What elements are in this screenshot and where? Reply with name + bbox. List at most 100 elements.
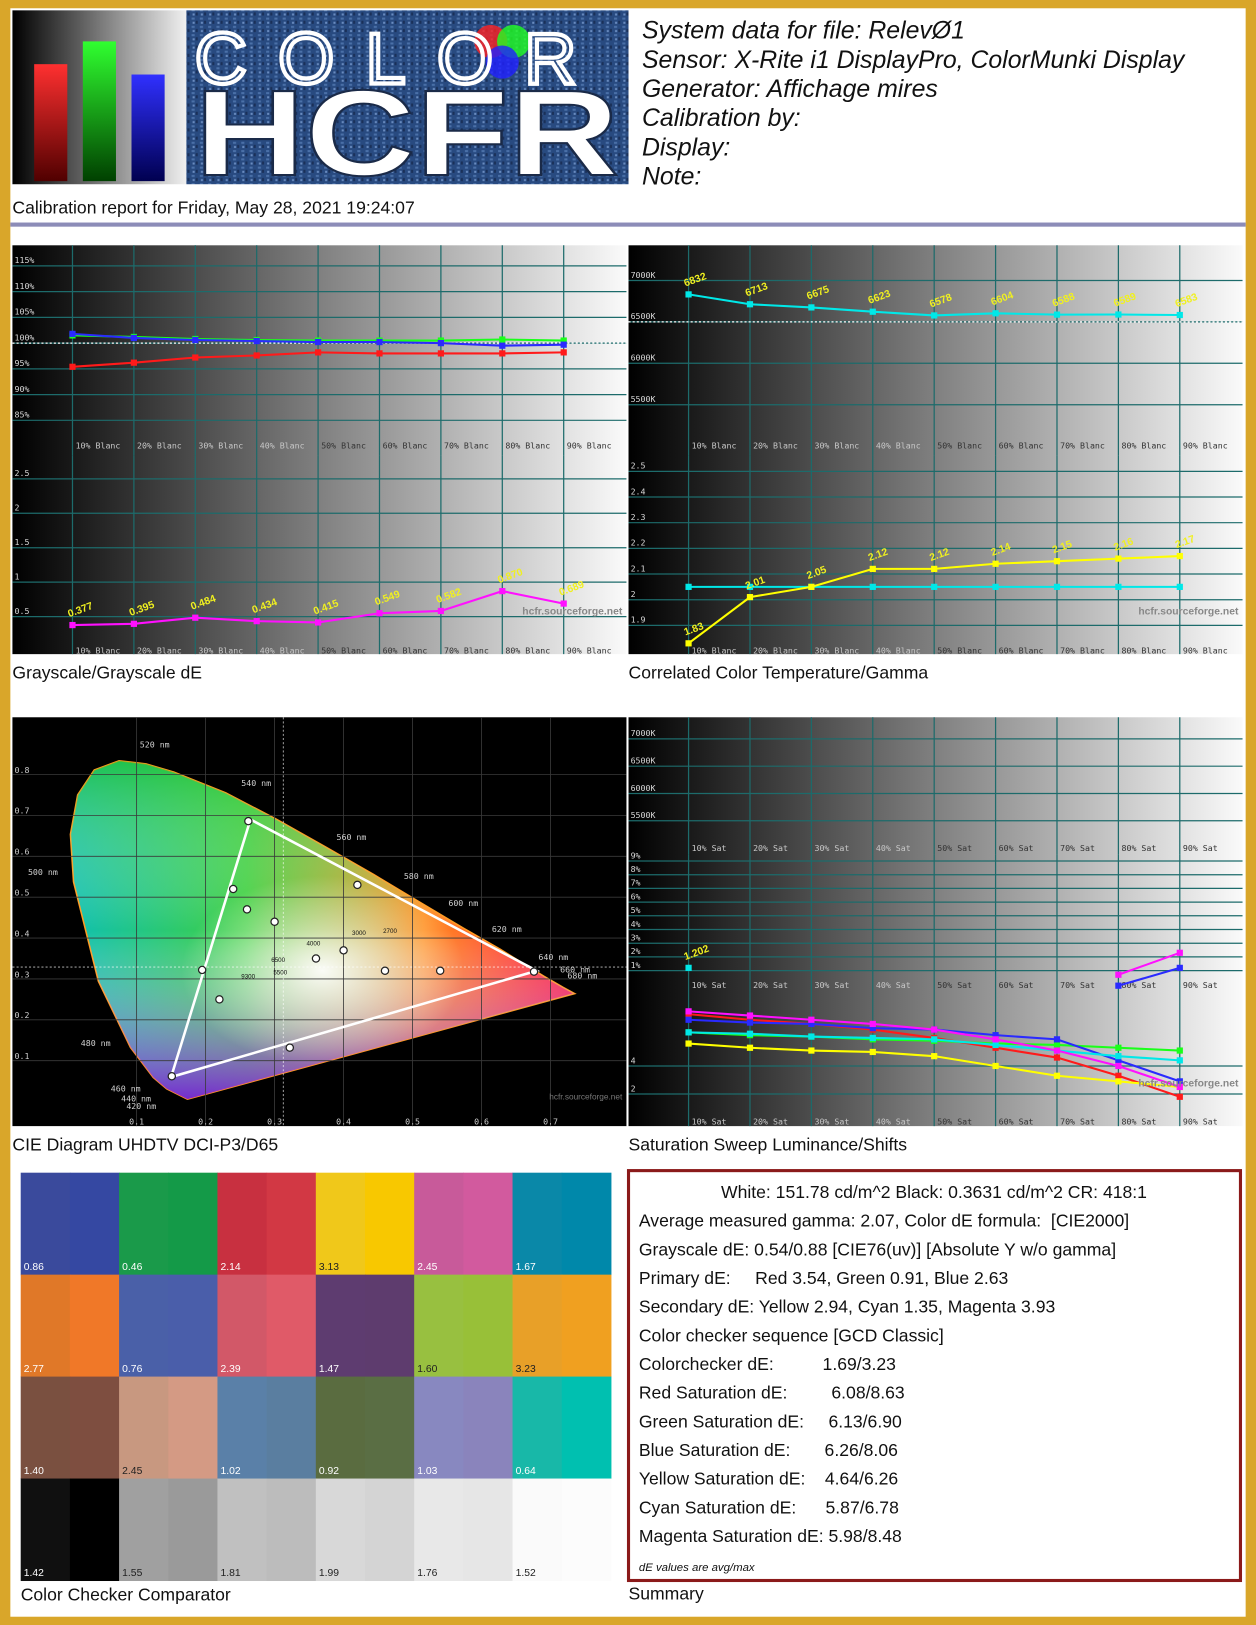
y-tick-label: 4%	[631, 919, 641, 929]
x-tick-label: 60% Blanc	[383, 441, 428, 451]
point-marker	[746, 594, 754, 601]
x-tick-label: 90% Blanc	[567, 646, 612, 656]
checker-patch	[266, 1376, 317, 1480]
x-tick-label: 0.4	[336, 1116, 351, 1126]
checker-de-label: 3.13	[319, 1262, 339, 1273]
watermark: hcfr.sourceforge.net	[549, 1092, 623, 1101]
checker-de-label: 1.03	[417, 1466, 437, 1477]
point-marker	[314, 349, 322, 356]
system-line: Note:	[642, 164, 701, 191]
point-marker	[869, 1048, 876, 1056]
y-tick-label: 2.5	[631, 461, 646, 471]
x-tick-label: 10% Blanc	[692, 441, 737, 451]
checker-patch	[20, 1274, 71, 1378]
blackbody-label: 2700	[383, 928, 397, 935]
measured-point	[311, 954, 321, 963]
measured-point	[270, 917, 279, 926]
x-tick-label: 10% Blanc	[76, 441, 121, 451]
y-tick-label: 105%	[14, 307, 34, 317]
watermark: hcfr.sourceforge.net	[1138, 1078, 1239, 1089]
point-marker	[992, 310, 999, 317]
checker-de-label: 2.77	[24, 1364, 44, 1375]
measured-point	[435, 966, 445, 976]
checker-de-label: 0.92	[319, 1466, 339, 1477]
x-tick-label: 30% Sat	[814, 843, 849, 853]
point-marker	[253, 352, 260, 359]
y-tick-label: 4	[631, 1055, 636, 1065]
y-tick-label: 2	[14, 503, 19, 513]
wavelength-label: 520 nm	[140, 740, 170, 750]
point-marker	[437, 350, 445, 357]
summary-line: Blue Saturation dE: 6.26/8.06	[639, 1440, 898, 1460]
point-marker	[808, 583, 815, 590]
x-tick-label: 20% Sat	[753, 843, 788, 853]
measured-point	[285, 1043, 295, 1052]
point-marker	[1053, 1054, 1061, 1061]
summary-line: Average measured gamma: 2.07, Color dE f…	[639, 1211, 1129, 1231]
point-marker	[130, 334, 137, 342]
checker-patch	[315, 1478, 366, 1582]
point-marker	[253, 337, 260, 345]
checker-patch	[315, 1376, 366, 1480]
x-tick-label: 90% Blanc	[1183, 441, 1228, 451]
measured-point	[197, 965, 207, 975]
system-line: System data for file: RelevØ1	[642, 18, 965, 45]
point-marker	[992, 560, 999, 567]
checker-de-label: 1.40	[24, 1466, 44, 1477]
measured-point	[529, 967, 539, 976]
checker-de-label: 1.60	[417, 1364, 437, 1375]
y-tick-label: 2	[631, 589, 636, 599]
wavelength-label: 680 nm	[567, 971, 597, 981]
point-marker	[192, 336, 199, 344]
point-marker	[808, 1020, 815, 1028]
x-tick-label: 30% Blanc	[198, 646, 243, 656]
point-marker	[808, 1033, 815, 1040]
x-tick-label: 60% Blanc	[383, 646, 428, 656]
y-tick-label: 110%	[14, 281, 34, 291]
point-marker	[992, 1036, 999, 1043]
checker-de-label: 3.23	[516, 1364, 536, 1375]
x-tick-label: 70% Blanc	[444, 441, 489, 451]
point-marker	[931, 583, 938, 590]
measured-point	[167, 1071, 177, 1081]
summary-footnote: dE values are avg/max	[639, 1562, 756, 1574]
x-tick-label: 40% Blanc	[260, 441, 305, 451]
wavelength-label: 420 nm	[126, 1101, 156, 1111]
y-tick-label: 0.5	[14, 606, 29, 616]
blackbody-label: 4000	[306, 941, 320, 948]
checker-patch	[168, 1376, 218, 1480]
checker-patch	[512, 1478, 563, 1582]
summary-caption: Summary	[629, 1584, 704, 1604]
x-tick-label: 80% Sat	[1121, 1116, 1156, 1126]
x-tick-label: 80% Blanc	[505, 646, 550, 656]
blackbody-label: 5500	[273, 970, 287, 977]
checker-de-label: 2.45	[122, 1466, 142, 1477]
y-tick-label: 1.5	[14, 537, 29, 547]
logo-bar	[34, 64, 68, 182]
checker-de-label: 0.46	[122, 1262, 142, 1273]
blackbody-label: 3000	[352, 930, 366, 937]
point-marker	[192, 354, 199, 361]
checker-patch	[119, 1478, 169, 1582]
x-tick-label: 20% Sat	[753, 1116, 788, 1126]
point-marker	[808, 304, 815, 311]
checker-patch	[69, 1376, 120, 1480]
point-marker	[992, 583, 999, 590]
summary-line: Color checker sequence [GCD Classic]	[639, 1325, 944, 1345]
report-date: Calibration report for Friday, May 28, 2…	[12, 198, 414, 218]
point-marker	[1176, 552, 1183, 560]
x-tick-label: 90% Sat	[1183, 843, 1218, 853]
wavelength-label: 560 nm	[337, 832, 367, 842]
point-marker	[1176, 964, 1183, 971]
checker-patch	[463, 1478, 514, 1582]
y-tick-label: 2%	[631, 946, 641, 956]
checker-de-label: 1.52	[516, 1568, 536, 1579]
x-tick-label: 40% Sat	[876, 1116, 911, 1126]
x-tick-label: 60% Sat	[999, 1116, 1034, 1126]
x-tick-label: 20% Blanc	[137, 646, 182, 656]
x-tick-label: 30% Sat	[814, 1116, 849, 1126]
checker-patch	[561, 1376, 612, 1480]
wavelength-label: 480 nm	[81, 1038, 111, 1048]
x-tick-label: 60% Sat	[999, 980, 1034, 990]
point-marker	[931, 1026, 938, 1033]
